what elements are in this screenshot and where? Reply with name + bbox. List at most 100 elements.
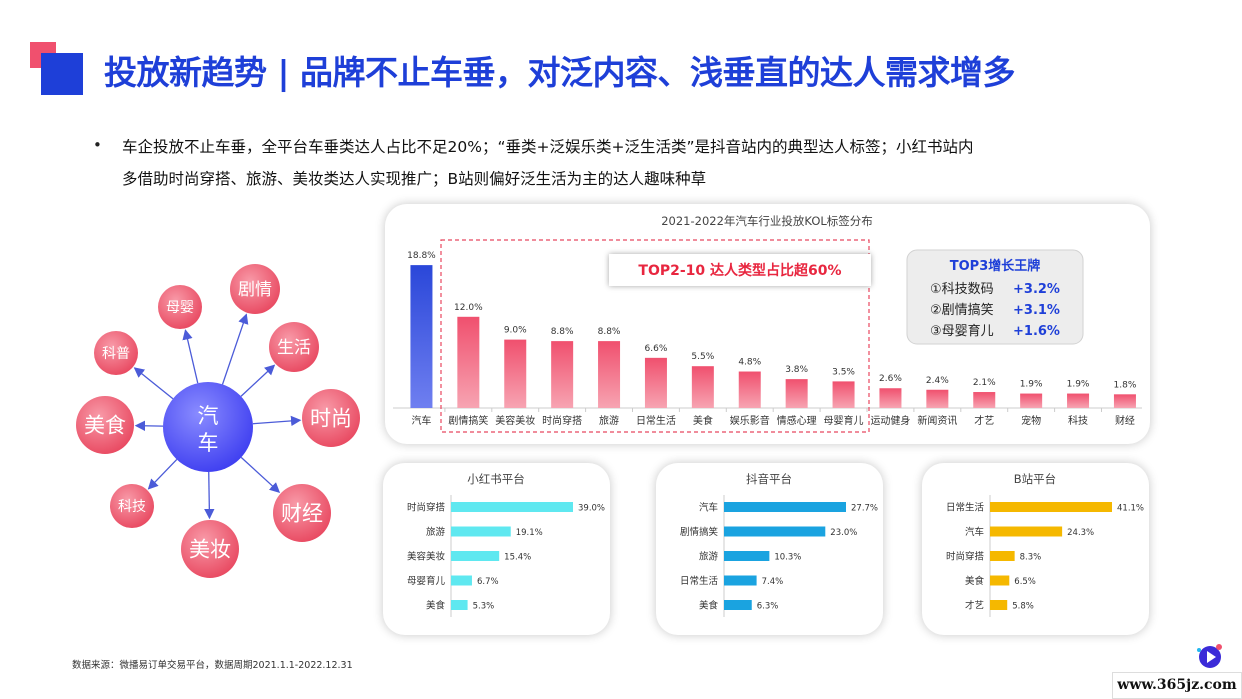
top3-item-value: +3.2% <box>1013 282 1060 297</box>
bar-value-label: 6.7% <box>477 577 499 587</box>
x-tick-label: 财经 <box>1115 414 1135 427</box>
bar <box>551 341 574 408</box>
network-arrow <box>147 458 178 490</box>
bar-value-label: 3.8% <box>785 365 808 375</box>
bar-value-label: 5.3% <box>473 602 495 612</box>
bar <box>990 526 1063 537</box>
network-node-maternal <box>158 285 202 329</box>
bar-value-label: 6.5% <box>1014 577 1036 587</box>
bar-value-label: 5.8% <box>1012 602 1034 612</box>
bar <box>1113 394 1136 408</box>
network-arrow <box>221 313 249 385</box>
bar-value-label: 6.3% <box>757 602 779 612</box>
bar <box>724 502 846 512</box>
bar-value-label: 2.4% <box>926 376 949 386</box>
top3-item-value: +3.1% <box>1013 303 1060 318</box>
network-node-finance <box>273 484 331 542</box>
x-tick-label: 科技 <box>1068 414 1088 427</box>
bar-value-label: 2.6% <box>879 374 902 384</box>
network-node-fashion <box>302 389 360 447</box>
bar-value-label: 6.6% <box>645 344 668 354</box>
y-tick-label: 汽车 <box>699 502 718 514</box>
bar-value-label: 2.1% <box>973 378 996 388</box>
bar <box>990 551 1015 561</box>
bar-value-label: 1.8% <box>1114 380 1137 390</box>
x-tick-label: 母婴育儿 <box>824 414 864 427</box>
decorative-square-blue <box>41 53 83 95</box>
xiaohongshu-chart-panel: 小红书平台 时尚穿搭 39.0% 旅游 19.1% 美容美妆 15.4% 母婴育儿 6.7% 美食… <box>383 463 610 635</box>
y-tick-label: 美食 <box>426 600 446 612</box>
bar-value-label: 8.8% <box>598 327 621 337</box>
bar <box>724 575 757 586</box>
top3-title: TOP3增长王牌 <box>950 258 1041 274</box>
bar-value-label: 4.8% <box>738 358 761 368</box>
bar <box>724 600 752 610</box>
x-tick-label: 宠物 <box>1021 414 1041 427</box>
bar-value-label: 27.7% <box>851 504 878 514</box>
network-node-label: 科普 <box>102 346 130 362</box>
network-arrow <box>133 367 174 400</box>
bar-value-label: 24.3% <box>1067 528 1094 538</box>
y-tick-label: 时尚穿搭 <box>946 551 985 563</box>
bar <box>1067 393 1090 408</box>
bar-value-label: 10.3% <box>774 553 801 563</box>
bar-value-label: 41.1% <box>1117 504 1144 514</box>
x-tick-label: 新闻资讯 <box>917 414 957 427</box>
network-node-beauty <box>181 520 239 578</box>
bar <box>451 551 500 561</box>
network-node-label: 时尚 <box>310 407 352 431</box>
bar-value-label: 8.8% <box>551 327 574 337</box>
bar <box>724 526 826 537</box>
main-chart-panel: 2021-2022年汽车行业投放KOL标签分布 18.8% 汽车 12.0% 剧情搞笑 9… <box>385 204 1150 444</box>
summary-line-1: 车企投放不止车垂，全平台车垂类达人占比不足20%；“垂类+泛娱乐类+泛生活类”是… <box>122 138 974 156</box>
network-arrow <box>182 329 199 384</box>
bar-value-label: 3.5% <box>832 367 855 377</box>
bar <box>451 502 573 512</box>
x-tick-label: 才艺 <box>974 414 994 427</box>
douyin-chart-panel: 抖音平台 汽车 27.7% 剧情搞笑 23.0% 旅游 10.3% 日常生活 7.4% 美食 6.3… <box>656 463 883 635</box>
network-node-label: 生活 <box>277 338 311 358</box>
data-source-note: 数据来源：微播易订单交易平台，数据周期2021.1.1-2022.12.31 <box>72 660 353 671</box>
y-tick-label: 汽车 <box>965 526 984 538</box>
bar-value-label: 1.9% <box>1067 380 1090 390</box>
top3-item-value: +1.6% <box>1013 324 1060 339</box>
x-tick-label: 汽车 <box>411 414 431 427</box>
y-tick-label: 日常生活 <box>946 502 985 514</box>
x-tick-label: 娱乐影音 <box>730 414 770 427</box>
bar <box>832 381 855 408</box>
x-tick-label: 时尚穿搭 <box>542 414 582 427</box>
y-tick-label: 旅游 <box>426 526 446 538</box>
top2-10-highlight-box <box>440 239 870 433</box>
chart-title: B站平台 <box>1014 472 1056 486</box>
kol-tag-distribution-chart: 2021-2022年汽车行业投放KOL标签分布 18.8% 汽车 12.0% 剧情搞笑 9… <box>393 214 1142 433</box>
bar-value-label: 39.0% <box>578 504 605 514</box>
network-node-food <box>76 396 134 454</box>
network-node-life <box>269 322 319 372</box>
chart-title: 2021-2022年汽车行业投放KOL标签分布 <box>661 214 873 228</box>
bar-value-label: 19.1% <box>516 528 543 538</box>
x-tick-label: 美食 <box>693 414 713 427</box>
x-tick-label: 运动健身 <box>870 414 910 427</box>
bar-value-label: 8.3% <box>1020 553 1042 563</box>
page-title: 投放新趋势 | 品牌不止车垂，对泛内容、浅垂直的达人需求增多 <box>104 53 1016 92</box>
bar <box>451 526 511 537</box>
bar <box>451 600 468 610</box>
bar-value-label: 9.0% <box>504 326 527 336</box>
network-node-label: 财经 <box>281 502 323 526</box>
bar <box>724 551 770 561</box>
bar-value-label: 1.9% <box>1020 380 1043 390</box>
bar <box>990 600 1008 610</box>
network-node-label: 剧情 <box>238 280 272 300</box>
bar <box>457 316 480 408</box>
bullet-marker: • <box>93 136 102 154</box>
bar <box>410 265 433 408</box>
network-arrow <box>240 364 276 397</box>
bar-value-label: 5.5% <box>691 352 714 362</box>
network-center-label: 车 <box>198 431 219 455</box>
bar <box>1020 393 1043 408</box>
network-arrow <box>252 415 302 427</box>
top3-growth-box <box>906 249 1084 345</box>
